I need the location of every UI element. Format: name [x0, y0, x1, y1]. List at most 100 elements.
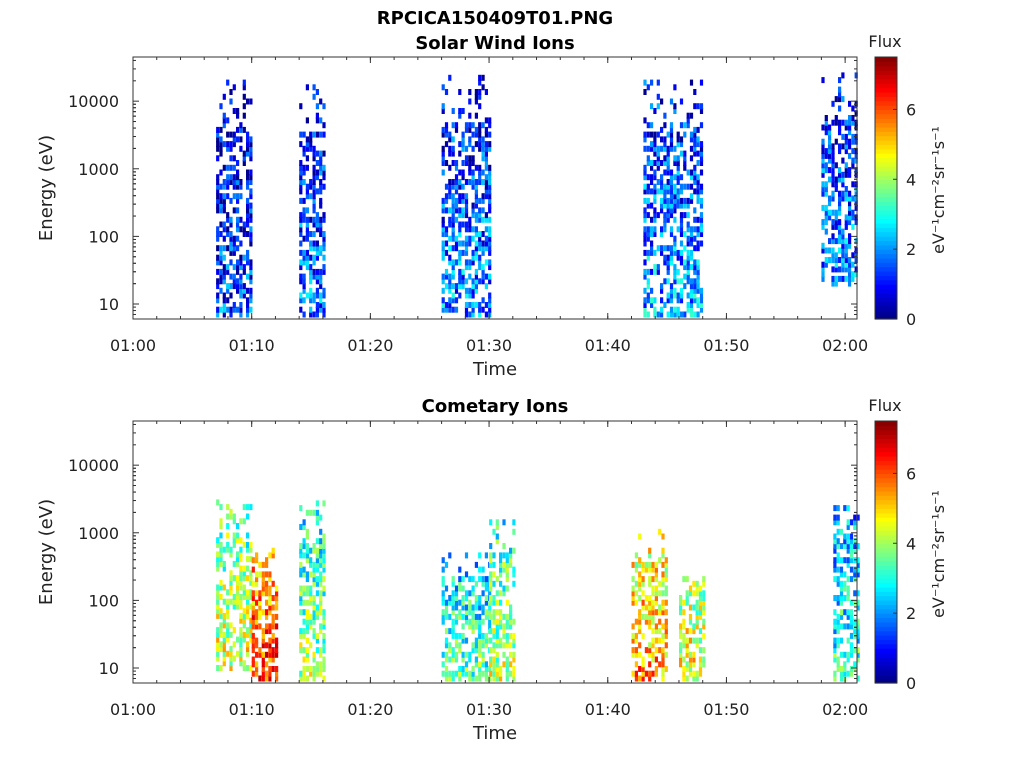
heatmap-cell: [468, 240, 472, 247]
heatmap-cell: [242, 612, 246, 619]
heatmap-cell: [441, 155, 445, 162]
heatmap-cell: [464, 609, 469, 616]
heatmap-cell: [856, 623, 860, 630]
heatmap-cell: [676, 268, 680, 275]
heatmap-cell: [693, 259, 697, 266]
heatmap-cell: [478, 212, 482, 219]
heatmap-cell: [271, 632, 275, 639]
colorbar-segment: [875, 231, 897, 237]
heatmap-cell: [834, 138, 838, 145]
heatmap-cell: [696, 287, 700, 294]
heatmap-cell: [315, 273, 319, 280]
heatmap-cell: [673, 188, 677, 195]
heatmap-cell: [502, 642, 506, 649]
heatmap-cell: [653, 141, 657, 148]
heatmap-cell: [315, 103, 319, 110]
heatmap-cell: [851, 261, 855, 268]
heatmap-cell: [315, 547, 319, 554]
heatmap-cell: [246, 541, 250, 548]
heatmap-cell: [222, 646, 226, 653]
heatmap-cell: [695, 642, 699, 649]
heatmap-cell: [679, 311, 684, 318]
heatmap-cell: [249, 665, 253, 671]
heatmap-cell: [255, 576, 259, 583]
heatmap-cell: [444, 637, 449, 644]
heatmap-cell: [229, 141, 233, 148]
heatmap-cell: [481, 240, 485, 247]
heatmap-cell: [685, 590, 689, 597]
heatmap-cell: [833, 566, 837, 573]
heatmap-cell: [695, 670, 699, 677]
heatmap-cell: [251, 604, 255, 611]
heatmap-cell: [478, 164, 482, 171]
heatmap-cell: [219, 287, 223, 294]
heatmap-cell: [258, 561, 262, 568]
colorbar-segment: [875, 78, 897, 84]
heatmap-cell: [319, 221, 323, 228]
heatmap-cell: [492, 571, 496, 578]
colorbar-segment: [875, 473, 897, 479]
heatmap-cell: [444, 609, 449, 616]
heatmap-cell: [448, 675, 452, 682]
heatmap-cell: [484, 661, 488, 668]
heatmap-cell: [299, 306, 303, 313]
heatmap-cell: [458, 169, 462, 176]
heatmap-cell: [853, 543, 857, 549]
heatmap-cell: [441, 216, 445, 223]
heatmap-cell: [660, 249, 664, 256]
heatmap-cell: [834, 96, 838, 103]
heatmap-cell: [644, 604, 648, 611]
heatmap-cell: [698, 585, 703, 592]
heatmap-cell: [458, 278, 462, 285]
heatmap-cell: [319, 297, 323, 304]
heatmap-cell: [505, 656, 509, 663]
heatmap-cell: [275, 637, 279, 644]
heatmap-cell: [312, 231, 316, 237]
heatmap-cell: [312, 292, 316, 299]
heatmap-cell: [502, 613, 506, 620]
heatmap-cell: [673, 108, 677, 114]
heatmap-cell: [312, 509, 316, 516]
heatmap-cell: [242, 264, 246, 271]
heatmap-cell: [656, 145, 660, 152]
heatmap-cell: [685, 599, 689, 606]
heatmap-cell: [458, 183, 462, 190]
heatmap-cell: [833, 557, 837, 564]
heatmap-cell: [305, 585, 309, 592]
heatmap-cell: [216, 259, 220, 266]
heatmap-cell: [474, 93, 478, 100]
heatmap-cell: [663, 221, 667, 228]
heatmap-cell: [309, 306, 313, 313]
heatmap-cell: [821, 242, 825, 249]
heatmap-cell: [638, 576, 642, 583]
heatmap-cell: [265, 675, 269, 682]
heatmap-cell: [239, 551, 243, 558]
heatmap-cell: [229, 179, 233, 185]
heatmap-cell: [499, 557, 503, 564]
heatmap-cell: [646, 212, 650, 219]
heatmap-cell: [676, 155, 680, 162]
heatmap-cell: [651, 642, 655, 649]
colorbar-segment: [875, 161, 897, 167]
heatmap-cell: [305, 264, 309, 271]
heatmap-cell: [843, 661, 847, 668]
heatmap-cell: [644, 566, 648, 573]
heatmap-cell: [474, 287, 478, 294]
heatmap-cell: [682, 637, 686, 644]
heatmap-cell: [641, 632, 645, 639]
heatmap-cell: [454, 656, 459, 663]
heatmap-cell: [648, 651, 652, 658]
heatmap-cell: [824, 181, 828, 188]
heatmap-cell: [481, 249, 485, 256]
heatmap-cell: [461, 183, 465, 190]
heatmap-cell: [219, 169, 223, 176]
heatmap-cell: [631, 647, 635, 654]
heatmap-cell: [246, 665, 250, 671]
heatmap-cell: [458, 576, 462, 583]
heatmap-cell: [653, 306, 657, 313]
heatmap-cell: [661, 580, 665, 587]
colorbar-segment: [875, 429, 897, 435]
heatmap-cell: [454, 595, 459, 601]
heatmap-cell: [226, 141, 230, 148]
heatmap-cell: [848, 115, 852, 121]
